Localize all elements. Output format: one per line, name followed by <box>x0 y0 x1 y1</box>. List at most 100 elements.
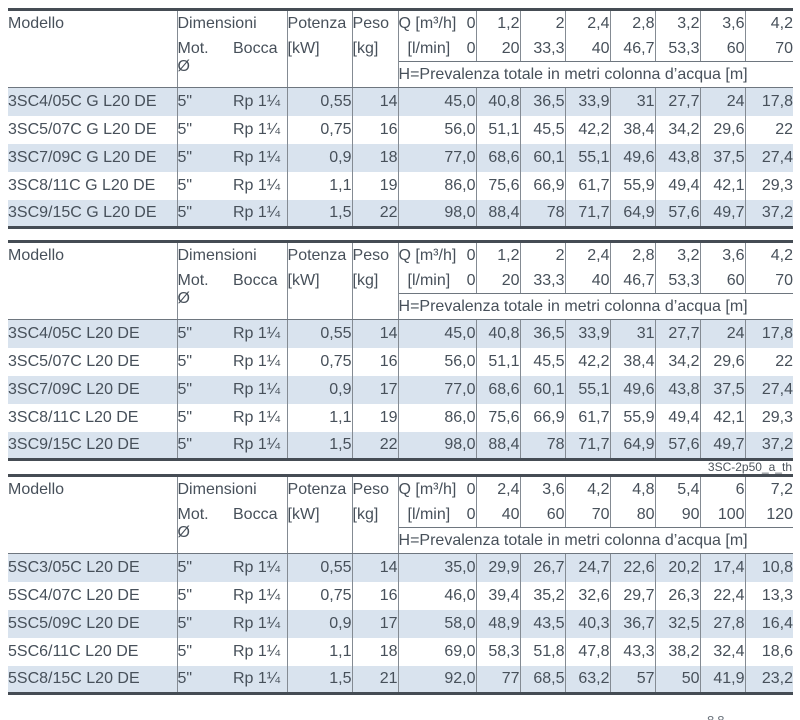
head-value-cell: 17,8 <box>761 92 794 110</box>
head-value-cell: 50 <box>655 665 701 694</box>
model-cell: 5SC6/11C L20 DE <box>8 637 178 666</box>
lmin-header-cell: [l/min] 0 <box>398 501 477 528</box>
head-value-cell: 35,0 <box>398 553 477 582</box>
head-value-cell: 48,9 <box>476 609 521 638</box>
column-header-kg-unit: [kg] <box>352 35 399 88</box>
lmin-header-cell: [l/min] 0 <box>398 267 477 294</box>
head-value-cell: 24 <box>700 319 746 348</box>
weight-kg-cell: 16 <box>352 581 399 610</box>
q-flow-value-header: 7,2 <box>770 481 794 498</box>
table-body: 3SC4/05C L20 DE 5" Rp 1¼ 0,55 14 45,0 40,8 36,5… <box>8 319 794 460</box>
head-value-cell: 55,1 <box>565 143 611 172</box>
lmin-value-header: 46,7 <box>610 35 656 62</box>
mot-diameter-cell: 5" <box>177 642 193 660</box>
head-value-cell: 13,3 <box>761 586 794 604</box>
head-value-cell: 55,1 <box>565 375 611 404</box>
q-flow-value-header: 2,8 <box>610 9 656 36</box>
weight-kg-cell: 14 <box>352 87 399 116</box>
model-cell: 3SC8/11C G L20 DE <box>8 171 178 200</box>
head-value-cell: 43,5 <box>520 609 566 638</box>
head-value-cell: 36,5 <box>520 319 566 348</box>
weight-kg-cell: 18 <box>352 143 399 172</box>
head-value-cell: 61,7 <box>565 403 611 432</box>
mot-diameter-cell: 5" <box>177 435 193 453</box>
head-value-cell: 43,3 <box>610 637 656 666</box>
head-value-cell: 33,9 <box>565 319 611 348</box>
head-value-cell: 78 <box>520 431 566 460</box>
power-kw-cell: 0,75 <box>287 347 353 376</box>
head-value-cell: 26,3 <box>655 581 701 610</box>
head-value-cell: 23,2 <box>761 669 794 687</box>
head-value-cell: 66,9 <box>520 171 566 200</box>
bocca-cell: Rp 1¼ <box>233 581 288 610</box>
head-value-cell: 51,1 <box>476 115 521 144</box>
head-value-cell: 75,6 <box>476 171 521 200</box>
column-header-potenza: Potenza <box>287 241 353 268</box>
mot-diameter-cell: 5" <box>177 669 193 687</box>
q-flow-value-header: 3,6 <box>700 241 746 268</box>
weight-kg-cell: 18 <box>352 637 399 666</box>
lmin-header-cell: [l/min] 0 <box>398 35 477 62</box>
column-header-potenza: Potenza <box>287 9 353 36</box>
head-value-cell: 36,5 <box>520 87 566 116</box>
pump-table-block: Modello Dimensioni Potenza Peso Q [m³/h]… <box>8 8 800 240</box>
column-header-potenza: Potenza <box>287 475 353 502</box>
q-flow-value-header: 4,2 <box>565 475 611 502</box>
head-value-cell: 31 <box>610 319 656 348</box>
q-zero-value: 0 <box>466 15 476 32</box>
head-value-cell: 29,3 <box>761 176 794 194</box>
power-kw-cell: 0,55 <box>287 319 353 348</box>
head-value-cell: 27,8 <box>700 609 746 638</box>
table-body: 5SC3/05C L20 DE 5" Rp 1¼ 0,55 14 35,0 29,9 26,7… <box>8 553 794 694</box>
header-row-flow: Modello Dimensioni Potenza Peso Q [m³/h]… <box>8 475 794 554</box>
head-label-prevalenza: H=Prevalenza totale in metri colonna d’a… <box>398 293 794 320</box>
table-row: 3SC9/15C L20 DE 5" Rp 1¼ 1,5 22 98,0 88,4 78 71,… <box>8 431 794 460</box>
q-unit-label: Q [m³/h] <box>398 247 457 264</box>
model-cell: 3SC5/07C G L20 DE <box>8 115 178 144</box>
mot-diameter-cell: 5" <box>177 380 193 398</box>
head-value-cell: 34,2 <box>655 347 701 376</box>
column-header-peso: Peso <box>352 9 399 36</box>
bocca-cell: Rp 1¼ <box>233 665 288 694</box>
mot-label: Mot. <box>177 39 209 57</box>
head-value-cell: 49,7 <box>700 199 746 228</box>
table-row: 5SC3/05C L20 DE 5" Rp 1¼ 0,55 14 35,0 29,9 26,7… <box>8 553 794 582</box>
head-value-cell: 22 <box>775 120 794 138</box>
column-header-kw-unit: [kW] <box>287 35 353 88</box>
diameter-symbol: Ø <box>177 289 190 307</box>
head-value-cell: 42,2 <box>565 347 611 376</box>
head-value-cell: 32,5 <box>655 609 701 638</box>
lmin-value-header: 53,3 <box>655 35 701 62</box>
head-value-cell: 22,6 <box>610 553 656 582</box>
header-row-prevalenza: H=Prevalenza totale in metri colonna d’a… <box>8 293 794 320</box>
weight-kg-cell: 17 <box>352 375 399 404</box>
head-value-cell: 98,0 <box>398 199 477 228</box>
power-kw-cell: 1,5 <box>287 431 353 460</box>
mot-diameter-cell: 5" <box>177 586 193 604</box>
lmin-value-header: 33,3 <box>520 35 566 62</box>
head-value-cell: 40,8 <box>476 319 521 348</box>
power-kw-cell: 1,5 <box>287 199 353 228</box>
head-value-cell: 29,9 <box>476 553 521 582</box>
column-header-dimensioni: Dimensioni <box>177 9 288 36</box>
power-kw-cell: 0,9 <box>287 375 353 404</box>
bocca-cell: Rp 1¼ <box>233 431 288 460</box>
head-value-cell: 43,8 <box>655 375 701 404</box>
head-value-cell: 64,9 <box>610 431 656 460</box>
q-flow-value-header: 3,2 <box>655 241 701 268</box>
lmin-unit-label: [l/min] <box>407 39 451 57</box>
lmin-value-header: 90 <box>655 501 701 528</box>
pump-spec-table: Modello Dimensioni Potenza Peso Q [m³/h]… <box>8 240 794 461</box>
q-flow-value-header: 4,2 <box>770 247 794 264</box>
mot-diameter-cell: 5" <box>177 92 193 110</box>
column-header-dimensioni: Dimensioni <box>177 475 288 502</box>
head-value-cell: 37,5 <box>700 143 746 172</box>
head-value-cell: 57,6 <box>655 431 701 460</box>
head-value-cell: 34,2 <box>655 115 701 144</box>
table-header: Modello Dimensioni Potenza Peso Q [m³/h]… <box>8 475 794 554</box>
q-flow-header-cell: Q [m³/h] 0 <box>398 9 477 36</box>
mot-diameter-cell: 5" <box>177 558 193 576</box>
head-value-cell: 37,2 <box>761 435 794 453</box>
head-value-cell: 60,1 <box>520 375 566 404</box>
head-value-cell: 45,5 <box>520 115 566 144</box>
